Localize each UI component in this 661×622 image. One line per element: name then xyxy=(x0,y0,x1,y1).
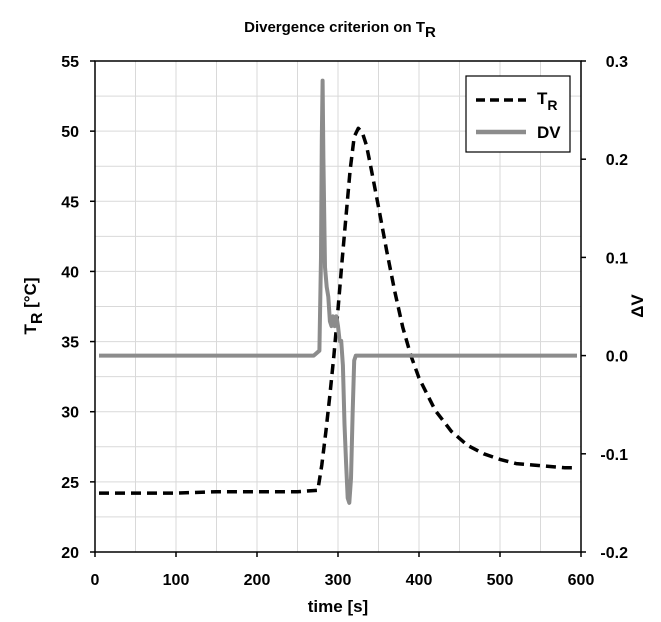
y-right-tick-label: -0.2 xyxy=(600,545,628,562)
legend-label-tr-subscript: R xyxy=(547,97,557,113)
legend-label-dv: DV xyxy=(537,123,561,142)
y-left-tick-label: 25 xyxy=(61,475,79,492)
x-tick-label: 100 xyxy=(163,572,190,589)
x-tick-label: 0 xyxy=(91,572,100,589)
chart-title-subscript: R xyxy=(425,24,436,41)
series-line-tr xyxy=(99,126,577,495)
y-left-tick-label: 30 xyxy=(61,405,79,422)
chart-title-main: Divergence criterion on T xyxy=(244,19,425,36)
series-layer xyxy=(99,78,577,505)
y-left-tick-label: 55 xyxy=(61,54,79,71)
y-left-tick-label: 20 xyxy=(61,545,79,562)
x-tick-label: 500 xyxy=(487,572,514,589)
y-right-tick-label: 0.3 xyxy=(606,54,628,71)
x-tick-label: 300 xyxy=(325,572,352,589)
y-left-tick-label: 35 xyxy=(61,335,79,352)
x-tick-label: 400 xyxy=(406,572,433,589)
y-left-axis-label: TR [°C] xyxy=(21,277,46,334)
legend: TR DV xyxy=(465,75,571,153)
x-axis-label: time [s] xyxy=(308,597,368,616)
chart-title: Divergence criterion on TR xyxy=(244,19,436,41)
y-left-label-main: T xyxy=(21,324,40,335)
y-left-tick-label: 50 xyxy=(61,124,79,141)
legend-box xyxy=(465,75,571,153)
y-left-label-unit: [°C] xyxy=(21,277,40,312)
y-right-tick-label: 0.2 xyxy=(606,152,628,169)
y-left-axis-ticks: 20 25 30 35 40 45 50 55 xyxy=(61,54,95,562)
y-right-axis-label: ΔV xyxy=(628,294,647,318)
y-right-axis-ticks: -0.2 -0.1 0.0 0.1 0.2 0.3 xyxy=(581,54,628,562)
x-tick-label: 200 xyxy=(244,572,271,589)
y-right-tick-label: 0.1 xyxy=(606,250,628,267)
y-left-tick-label: 40 xyxy=(61,264,79,281)
y-right-tick-label: -0.1 xyxy=(600,447,628,464)
x-tick-label: 600 xyxy=(568,572,595,589)
y-left-tick-label: 45 xyxy=(61,194,79,211)
legend-label-tr: TR xyxy=(537,89,558,113)
y-left-label-subscript: R xyxy=(29,312,46,324)
y-right-tick-label: 0.0 xyxy=(606,349,628,366)
series-line-dv xyxy=(99,78,577,505)
legend-label-tr-main: T xyxy=(537,89,548,108)
x-axis-ticks: 0 100 200 300 400 500 600 xyxy=(91,552,595,589)
